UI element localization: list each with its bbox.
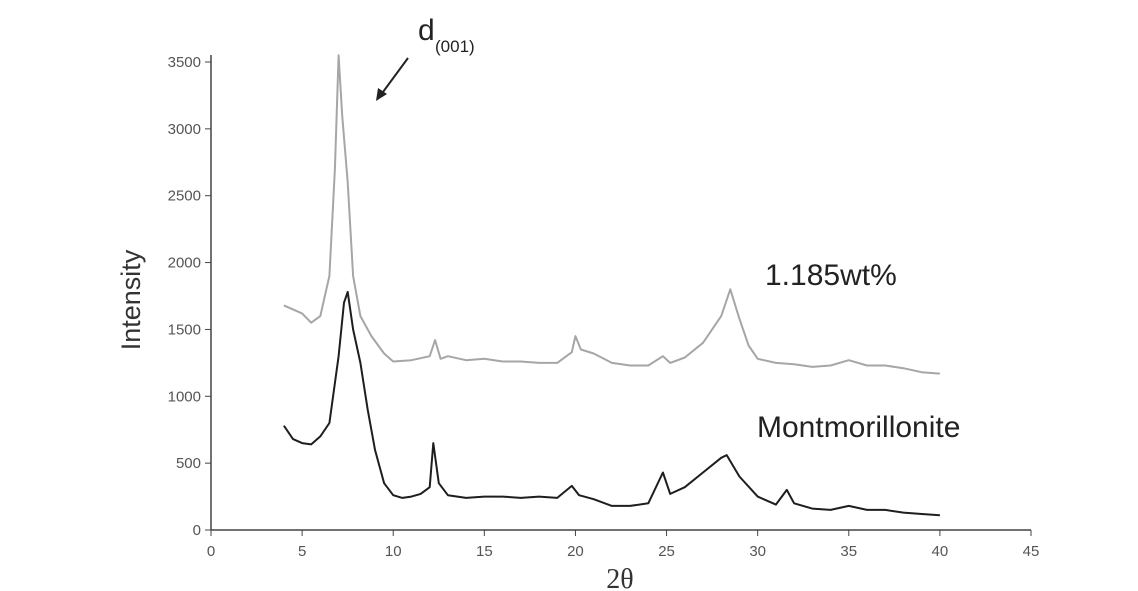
y-tick-label: 500 xyxy=(176,455,201,472)
y-tick-label: 1500 xyxy=(168,321,201,338)
y-tick-label: 1000 xyxy=(168,388,201,405)
series-line xyxy=(283,54,940,375)
series-line xyxy=(283,291,940,517)
annotation-subscript: (001) xyxy=(435,37,475,56)
x-tick-label: 15 xyxy=(476,543,493,560)
x-tick-label: 5 xyxy=(298,543,306,560)
x-axis-label: 2θ xyxy=(606,564,633,591)
annotation-arrow xyxy=(379,57,409,97)
y-tick-label: 2500 xyxy=(168,188,201,205)
annotation: d xyxy=(418,14,435,47)
x-tick-label: 40 xyxy=(932,543,949,560)
x-tick-label: 10 xyxy=(385,543,402,560)
y-tick-label: 3000 xyxy=(168,121,201,138)
x-tick-label: 0 xyxy=(207,543,215,560)
series-label: 1.185wt% xyxy=(765,259,897,292)
x-tick-label: 25 xyxy=(658,543,675,560)
series-label: Montmorillonite xyxy=(757,411,960,444)
y-tick-label: 3500 xyxy=(168,54,201,71)
x-tick-label: 45 xyxy=(1023,543,1040,560)
x-tick-label: 30 xyxy=(749,543,766,560)
annotation-arrowhead xyxy=(376,88,387,101)
x-tick-label: 20 xyxy=(567,543,584,560)
y-tick-label: 0 xyxy=(193,522,201,539)
y-tick-label: 2000 xyxy=(168,255,201,272)
x-tick-label: 35 xyxy=(840,543,857,560)
y-axis-label: Intensity xyxy=(116,249,146,350)
